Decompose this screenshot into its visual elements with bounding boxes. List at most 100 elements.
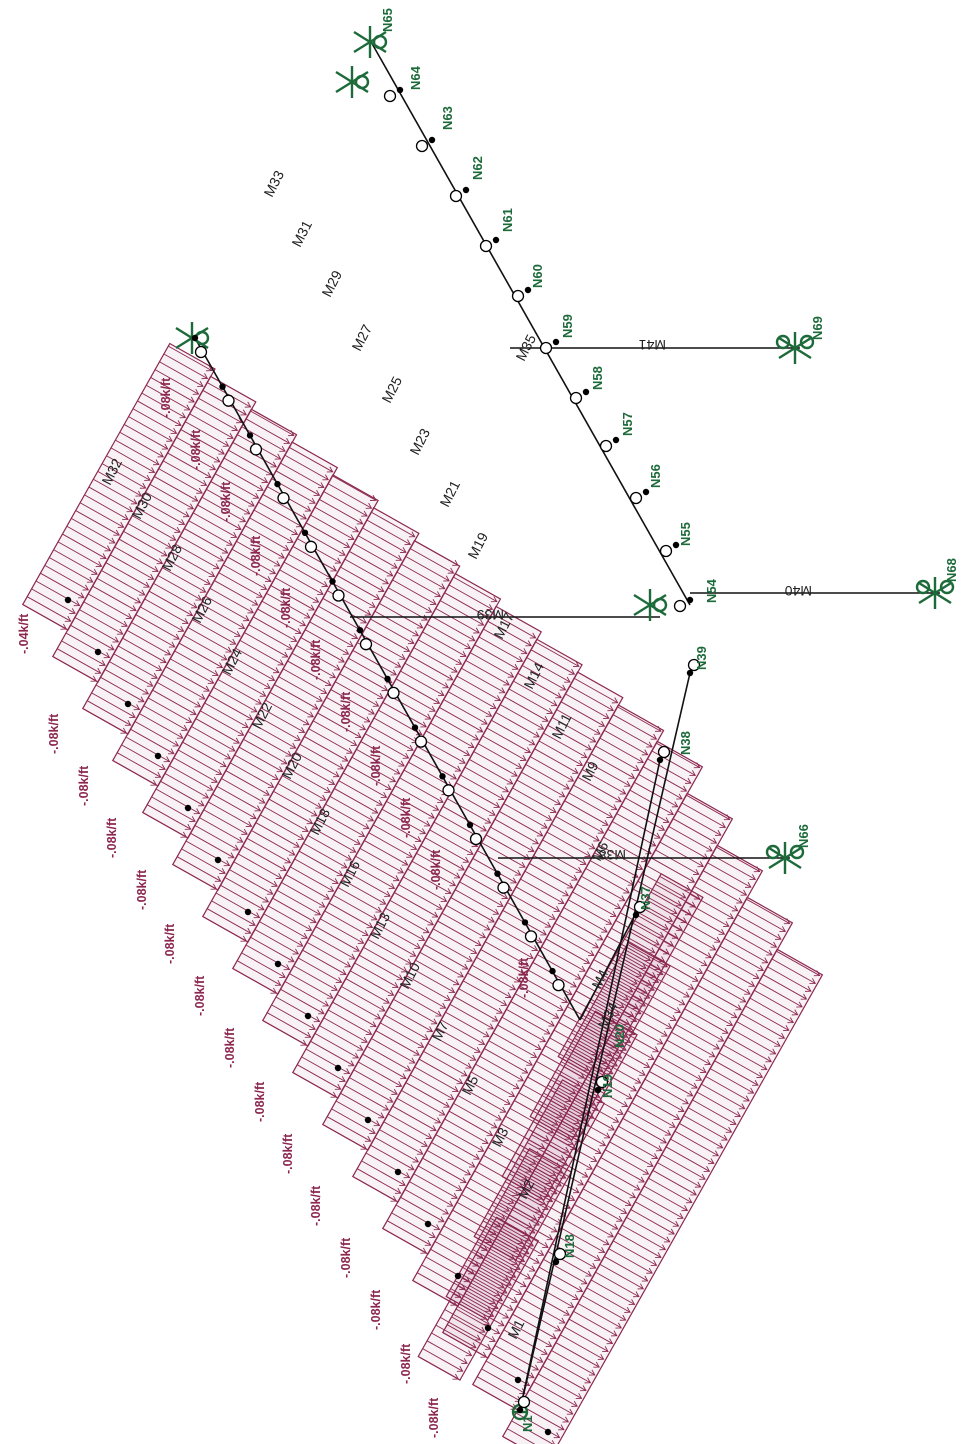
node-dot-icon[interactable] (686, 669, 694, 677)
node-dot-icon[interactable] (191, 334, 199, 342)
hinge-icon[interactable] (552, 978, 565, 992)
node-dot-icon[interactable] (214, 856, 222, 864)
load-arrowhead (561, 997, 569, 1004)
hinge-icon[interactable] (595, 1075, 609, 1089)
hinge-icon[interactable] (479, 239, 493, 253)
load-arrow (365, 1152, 410, 1178)
hinge-icon[interactable] (359, 638, 373, 651)
fixed-support-icon[interactable] (335, 66, 370, 98)
node-dot-icon[interactable] (246, 432, 254, 439)
node-dot-icon[interactable] (439, 773, 446, 780)
node-dot-icon[interactable] (424, 1220, 432, 1228)
hinge-icon[interactable] (415, 139, 429, 153)
hinge-icon[interactable] (449, 189, 463, 203)
member-m34[interactable] (579, 914, 636, 1021)
hinge-icon[interactable] (304, 540, 318, 553)
node-dot-icon[interactable] (334, 1064, 342, 1072)
node-dot-icon[interactable] (494, 870, 501, 877)
fixed-support-icon[interactable] (915, 577, 955, 609)
fixed-support-icon[interactable] (353, 26, 388, 58)
node-dot-icon[interactable] (549, 967, 556, 975)
node-dot-icon[interactable] (428, 136, 436, 144)
node-dot-icon[interactable] (244, 908, 252, 916)
hinge-icon[interactable] (659, 544, 673, 558)
hinge-icon[interactable] (387, 686, 400, 700)
hinge-icon[interactable] (657, 745, 671, 759)
node-dot-icon[interactable] (274, 960, 282, 968)
load-arrowhead (500, 999, 508, 1006)
hinge-icon[interactable] (469, 832, 483, 846)
node-dot-icon[interactable] (184, 804, 192, 812)
load-arrow (679, 1016, 724, 1042)
node-dot-icon[interactable] (304, 1012, 312, 1020)
hinge-icon[interactable] (673, 599, 687, 613)
node-dot-icon[interactable] (356, 627, 364, 634)
node-dot-icon[interactable] (642, 488, 650, 496)
node-dot-icon[interactable] (462, 186, 470, 194)
load-arrowhead (566, 882, 574, 889)
node-dot-icon[interactable] (64, 596, 72, 604)
node-dot-icon[interactable] (552, 1258, 560, 1266)
node-dot-icon[interactable] (396, 86, 404, 94)
node-dot-icon[interactable] (632, 911, 640, 919)
node-dot-icon[interactable] (124, 700, 132, 708)
load-arrowhead (657, 931, 665, 938)
load-arrow (405, 555, 450, 582)
hinge-icon[interactable] (687, 658, 701, 672)
load-arrowhead (235, 524, 242, 531)
node-dot-icon[interactable] (466, 821, 474, 829)
hinge-icon[interactable] (511, 289, 525, 303)
fixed-support-icon[interactable] (633, 589, 668, 621)
node-dot-icon[interactable] (154, 752, 162, 760)
hinge-icon[interactable] (442, 784, 455, 797)
load-arrow (455, 782, 500, 808)
hinge-icon[interactable] (553, 1247, 567, 1261)
node-dot-icon[interactable] (544, 1428, 552, 1436)
chord-ridge[interactable] (369, 39, 691, 606)
chord-bottom-branch[interactable] (519, 759, 661, 1411)
node-dot-icon[interactable] (516, 1406, 524, 1414)
node-dot-icon[interactable] (301, 529, 309, 536)
hinge-icon[interactable] (569, 391, 583, 405)
node-dot-icon[interactable] (672, 541, 680, 549)
hinge-icon[interactable] (277, 491, 290, 505)
node-dot-icon[interactable] (594, 1086, 602, 1094)
hinge-icon[interactable] (383, 89, 397, 103)
hinge-icon[interactable] (497, 881, 510, 894)
fixed-support-icon[interactable] (775, 332, 815, 364)
node-dot-icon[interactable] (514, 1376, 522, 1384)
hinge-icon[interactable] (539, 341, 553, 355)
node-dot-icon[interactable] (454, 1272, 462, 1280)
fixed-support-icon[interactable] (765, 842, 805, 874)
chord-lower[interactable] (519, 672, 691, 1411)
hinge-icon[interactable] (222, 394, 235, 407)
node-dot-icon[interactable] (686, 596, 694, 604)
hinge-icon[interactable] (249, 443, 263, 456)
node-dot-icon[interactable] (411, 724, 419, 731)
node-dot-icon[interactable] (384, 675, 391, 683)
hinge-icon[interactable] (633, 900, 647, 914)
node-dot-icon[interactable] (329, 578, 336, 585)
node-dot-icon[interactable] (219, 383, 226, 390)
node-dot-icon[interactable] (552, 338, 560, 346)
node-dot-icon[interactable] (656, 756, 664, 764)
hinge-icon[interactable] (524, 930, 538, 943)
hinge-icon[interactable] (332, 589, 345, 602)
hinge-icon[interactable] (599, 439, 613, 453)
hinge-icon[interactable] (517, 1395, 531, 1409)
load-arrow (706, 969, 751, 995)
load-arrowhead (667, 809, 674, 816)
hinge-icon[interactable] (414, 735, 428, 748)
node-dot-icon[interactable] (274, 480, 281, 488)
node-dot-icon[interactable] (394, 1168, 402, 1176)
node-dot-icon[interactable] (492, 236, 500, 244)
node-dot-icon[interactable] (484, 1324, 492, 1332)
hinge-icon[interactable] (194, 345, 208, 359)
node-dot-icon[interactable] (521, 919, 529, 926)
node-dot-icon[interactable] (612, 436, 620, 444)
node-dot-icon[interactable] (524, 286, 532, 294)
node-dot-icon[interactable] (364, 1116, 372, 1124)
node-dot-icon[interactable] (582, 388, 590, 396)
node-dot-icon[interactable] (94, 648, 102, 656)
hinge-icon[interactable] (629, 491, 643, 505)
